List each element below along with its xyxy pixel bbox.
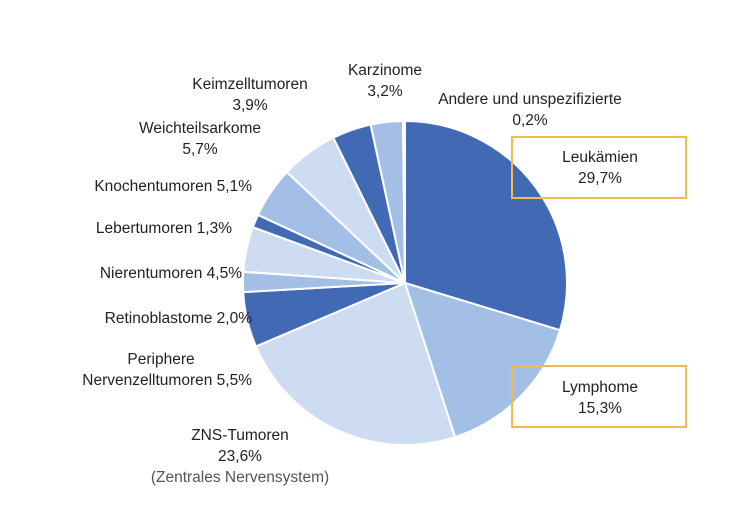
label-keimzelltumoren-name: Keimzelltumoren bbox=[192, 76, 308, 93]
label-lymphome: Lymphome 15,3% bbox=[520, 377, 680, 419]
label-leukaemien-value: 29,7% bbox=[578, 170, 622, 187]
label-karzinome-value: 3,2% bbox=[367, 83, 403, 100]
label-karzinome-name: Karzinome bbox=[347, 62, 423, 79]
label-periphere-line1: Periphere bbox=[127, 351, 195, 368]
label-andere-name: Andere und unspezifizierte bbox=[438, 91, 622, 108]
label-leukaemien-name: Leukämien bbox=[562, 149, 638, 166]
label-zns-tumoren: ZNS-Tumoren 23,6% (Zentrales Nervensyste… bbox=[120, 425, 360, 488]
label-periphere-line2: Nervenzelltumoren 5,5% bbox=[82, 372, 252, 389]
highlight-box-lymphome bbox=[511, 365, 687, 428]
label-knochentumoren-text: Knochentumoren 5,1% bbox=[94, 178, 252, 195]
label-knochentumoren: Knochentumoren 5,1% bbox=[20, 176, 252, 197]
label-nierentumoren: Nierentumoren 4,5% bbox=[20, 263, 242, 284]
label-andere-value: 0,2% bbox=[512, 112, 548, 129]
label-karzinome: Karzinome 3,2% bbox=[325, 60, 445, 102]
label-keimzelltumoren-value: 3,9% bbox=[232, 97, 268, 114]
pie-slice-andere-und-unspezifizierte bbox=[401, 119, 406, 284]
highlight-box-leukaemien bbox=[511, 136, 687, 199]
label-zns-sub: (Zentrales Nervensystem) bbox=[150, 469, 330, 486]
label-lymphome-name: Lymphome bbox=[561, 379, 639, 396]
label-weichteilsarkome-value: 5,7% bbox=[182, 141, 218, 158]
label-andere-unspezifizierte: Andere und unspezifizierte 0,2% bbox=[420, 89, 640, 131]
label-zns-name: ZNS-Tumoren bbox=[191, 427, 289, 444]
label-leukaemien: Leukämien 29,7% bbox=[520, 147, 680, 189]
label-lymphome-value: 15,3% bbox=[578, 400, 622, 417]
label-weichteilsarkome: Weichteilsarkome 5,7% bbox=[120, 118, 280, 160]
label-retinoblastome: Retinoblastome 2,0% bbox=[20, 308, 252, 329]
label-keimzelltumoren: Keimzelltumoren 3,9% bbox=[175, 74, 325, 116]
pie-slice-zns-tumoren bbox=[254, 282, 457, 446]
label-periphere-nervenzelltumoren: Periphere Nervenzelltumoren 5,5% bbox=[30, 349, 252, 391]
pie-slice-leukämien bbox=[404, 120, 568, 332]
label-retinoblastome-text: Retinoblastome 2,0% bbox=[104, 310, 252, 327]
label-weichteilsarkome-name: Weichteilsarkome bbox=[138, 120, 262, 137]
label-zns-value: 23,6% bbox=[218, 448, 262, 465]
label-nierentumoren-text: Nierentumoren 4,5% bbox=[99, 265, 242, 282]
pie-slice-lymphome bbox=[404, 282, 561, 439]
label-lebertumoren: Lebertumoren 1,3% bbox=[20, 218, 232, 239]
label-lebertumoren-text: Lebertumoren 1,3% bbox=[95, 220, 232, 237]
